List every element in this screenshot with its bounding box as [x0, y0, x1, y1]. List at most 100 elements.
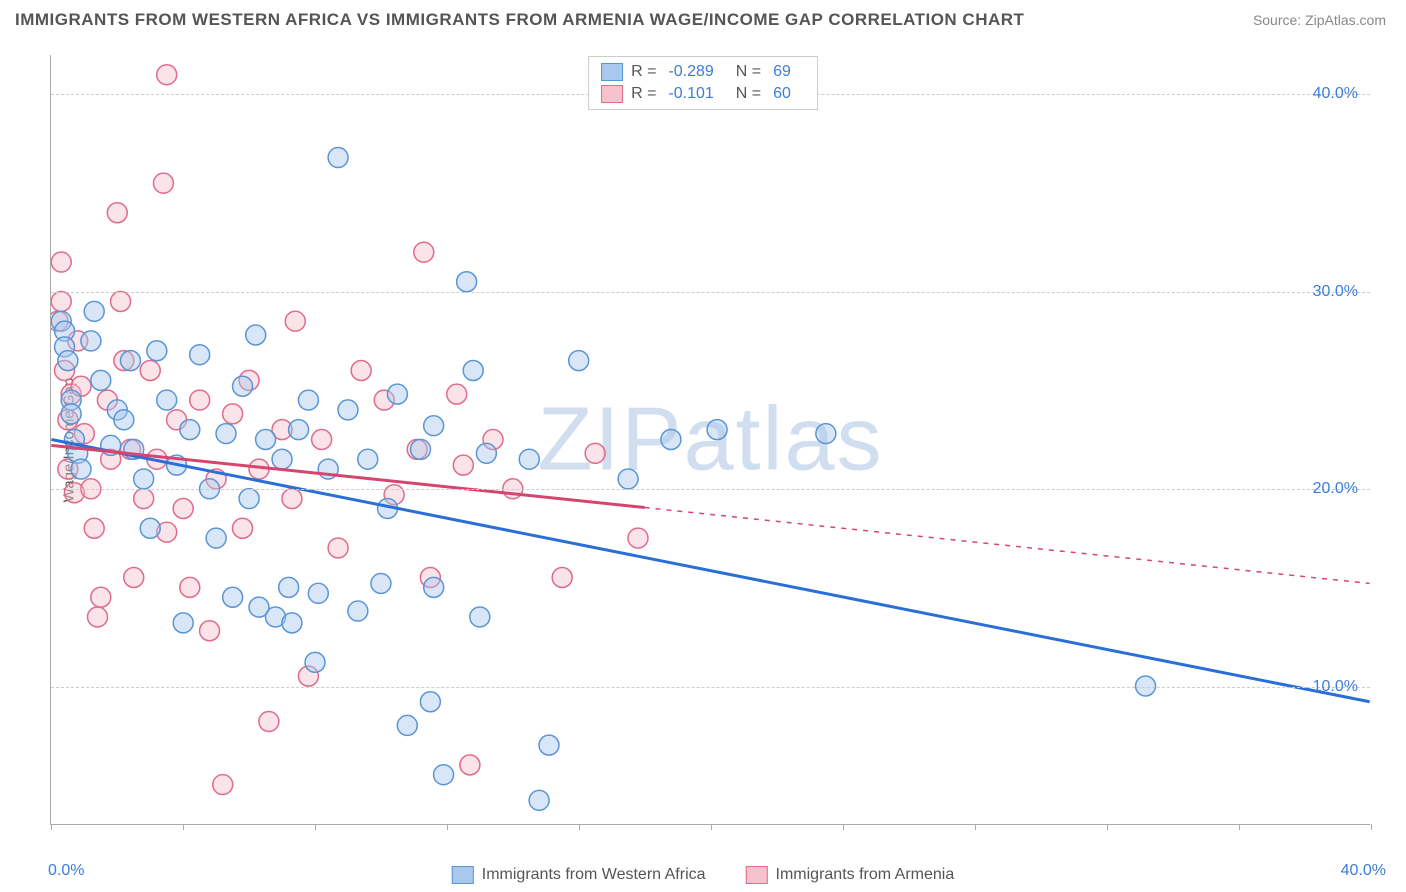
data-point — [107, 203, 127, 223]
x-tick — [1107, 824, 1108, 830]
data-point — [279, 577, 299, 597]
chart-svg — [51, 55, 1370, 824]
grid-line — [51, 687, 1370, 688]
data-point — [91, 587, 111, 607]
x-tick — [1239, 824, 1240, 830]
data-point — [111, 291, 131, 311]
data-point — [289, 420, 309, 440]
data-point — [246, 325, 266, 345]
data-point — [348, 601, 368, 621]
data-point — [233, 518, 253, 538]
x-tick — [843, 824, 844, 830]
data-point — [618, 469, 638, 489]
x-tick — [579, 824, 580, 830]
data-point — [585, 443, 605, 463]
data-point — [308, 583, 328, 603]
n-value-1: 69 — [773, 63, 791, 81]
x-axis-label-left: 0.0% — [48, 862, 84, 880]
data-point — [180, 420, 200, 440]
x-tick — [51, 824, 52, 830]
data-point — [447, 384, 467, 404]
data-point — [51, 291, 71, 311]
source-link[interactable]: ZipAtlas.com — [1305, 12, 1386, 28]
legend-bottom-swatch-2 — [746, 866, 768, 884]
regression-line — [51, 440, 1369, 702]
r-label-2: R = — [631, 85, 656, 103]
data-point — [312, 430, 332, 450]
legend-item-1: Immigrants from Western Africa — [452, 866, 706, 884]
y-tick-label: 40.0% — [1313, 85, 1358, 103]
r-value-1: -0.289 — [668, 63, 713, 81]
legend-bottom-label-2: Immigrants from Armenia — [776, 866, 955, 884]
source-label: Source: — [1253, 12, 1301, 28]
data-point — [338, 400, 358, 420]
data-point — [120, 351, 140, 371]
plot-area: Wage/Income Gap ZIPatlas 10.0%20.0%30.0%… — [50, 55, 1370, 825]
data-point — [140, 518, 160, 538]
data-point — [463, 361, 483, 381]
data-point — [213, 775, 233, 795]
legend-bottom-swatch-1 — [452, 866, 474, 884]
data-point — [173, 613, 193, 633]
y-tick-label: 10.0% — [1313, 678, 1358, 696]
data-point — [200, 621, 220, 641]
data-point — [387, 384, 407, 404]
legend-swatch-1 — [601, 63, 623, 81]
legend-stats: R = -0.289 N = 69 R = -0.101 N = 60 — [588, 56, 818, 110]
data-point — [282, 489, 302, 509]
y-tick-label: 20.0% — [1313, 480, 1358, 498]
legend-item-2: Immigrants from Armenia — [746, 866, 955, 884]
data-point — [328, 538, 348, 558]
x-axis-label-right: 40.0% — [1341, 862, 1386, 880]
data-point — [84, 518, 104, 538]
data-point — [140, 361, 160, 381]
legend-bottom-label-1: Immigrants from Western Africa — [482, 866, 706, 884]
data-point — [134, 469, 154, 489]
x-tick — [315, 824, 316, 830]
data-point — [256, 430, 276, 450]
grid-line — [51, 292, 1370, 293]
grid-line — [51, 489, 1370, 490]
data-point — [153, 173, 173, 193]
y-tick-label: 30.0% — [1313, 283, 1358, 301]
data-point — [157, 390, 177, 410]
data-point — [410, 439, 430, 459]
data-point — [58, 351, 78, 371]
data-point — [628, 528, 648, 548]
n-value-2: 60 — [773, 85, 791, 103]
chart-title: IMMIGRANTS FROM WESTERN AFRICA VS IMMIGR… — [15, 10, 1024, 30]
data-point — [424, 577, 444, 597]
x-tick — [1371, 824, 1372, 830]
data-point — [206, 528, 226, 548]
data-point — [371, 573, 391, 593]
data-point — [157, 65, 177, 85]
data-point — [285, 311, 305, 331]
data-point — [529, 790, 549, 810]
data-point — [88, 607, 108, 627]
legend-stats-row-1: R = -0.289 N = 69 — [601, 61, 805, 83]
legend-swatch-2 — [601, 85, 623, 103]
data-point — [124, 568, 144, 588]
data-point — [223, 587, 243, 607]
data-point — [434, 765, 454, 785]
data-point — [147, 341, 167, 361]
data-point — [424, 416, 444, 436]
data-point — [305, 652, 325, 672]
legend-stats-row-2: R = -0.101 N = 60 — [601, 83, 805, 105]
data-point — [358, 449, 378, 469]
data-point — [351, 361, 371, 381]
data-point — [328, 148, 348, 168]
legend-series: Immigrants from Western Africa Immigrant… — [452, 866, 954, 884]
data-point — [91, 370, 111, 390]
data-point — [71, 459, 91, 479]
x-tick — [183, 824, 184, 830]
data-point — [84, 301, 104, 321]
data-point — [282, 613, 302, 633]
data-point — [414, 242, 434, 262]
data-point — [457, 272, 477, 292]
data-point — [173, 499, 193, 519]
data-point — [233, 376, 253, 396]
data-point — [272, 449, 292, 469]
n-label-2: N = — [736, 85, 761, 103]
data-point — [470, 607, 490, 627]
